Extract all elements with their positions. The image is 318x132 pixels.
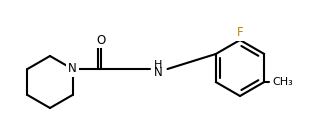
Text: H: H bbox=[154, 60, 163, 70]
Text: O: O bbox=[96, 34, 105, 46]
Text: CH₃: CH₃ bbox=[272, 77, 293, 87]
Text: N: N bbox=[154, 67, 163, 79]
Text: F: F bbox=[237, 27, 243, 39]
Text: N: N bbox=[68, 62, 77, 76]
